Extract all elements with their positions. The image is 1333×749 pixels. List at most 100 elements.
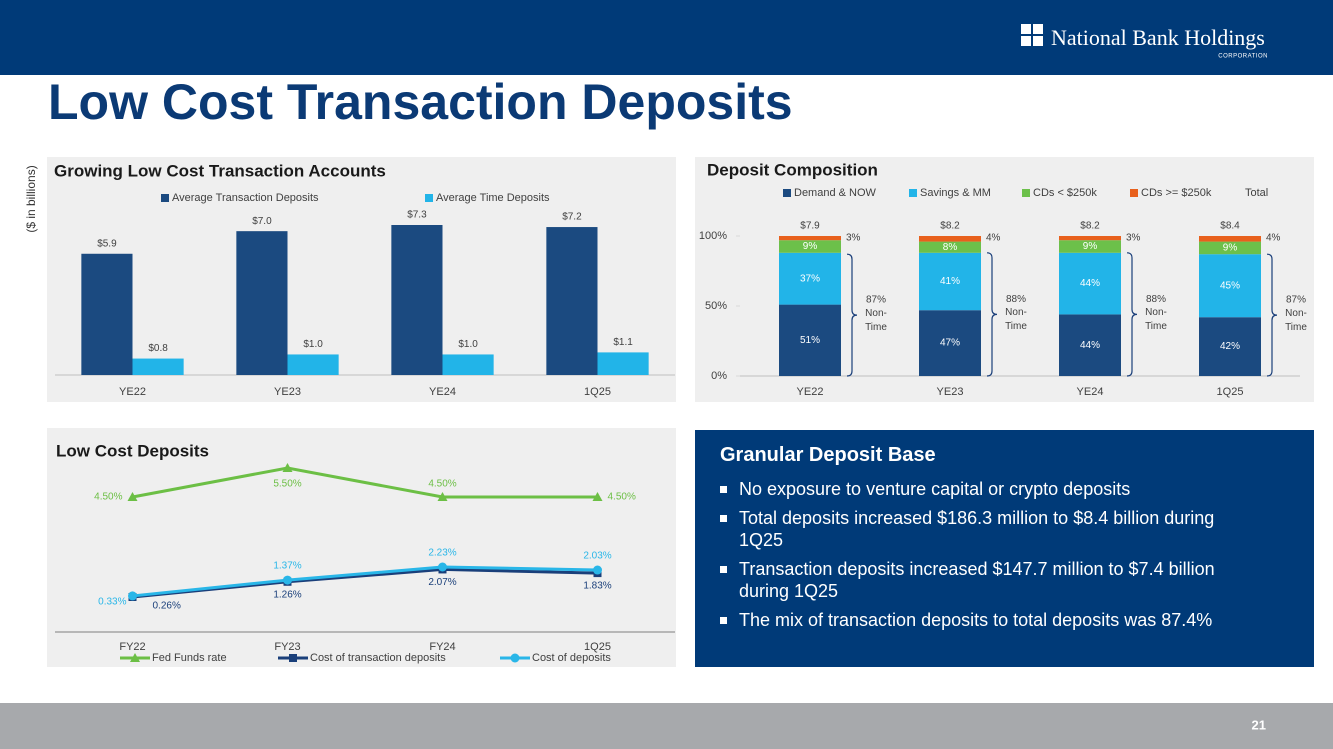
data-label: 44% (1080, 278, 1100, 289)
data-label: 4.50% (608, 492, 636, 503)
logo-text: National Bank Holdings (1051, 25, 1265, 50)
bar (442, 354, 494, 375)
marker (283, 575, 292, 585)
data-label: $1.1 (613, 337, 633, 348)
data-label: 44% (1080, 340, 1100, 351)
bar-segment (1199, 241, 1261, 255)
data-label: 41% (940, 276, 960, 287)
legend-label: Demand & NOW (794, 187, 877, 199)
data-label: 8% (943, 242, 958, 253)
data-label: 4% (1266, 233, 1281, 244)
data-label: 5.50% (273, 479, 301, 490)
bar-segment (779, 252, 841, 305)
marker (128, 591, 137, 601)
legend-label: CDs < $250k (1033, 187, 1097, 199)
x-tick-label: YE24 (429, 386, 456, 398)
chart-title: Low Cost Deposits (56, 441, 209, 460)
x-tick-label: YE23 (274, 386, 301, 398)
data-label: 4.50% (94, 492, 122, 503)
bullet: Total deposits increased $186.3 million … (720, 507, 1259, 551)
annotation-label: Non-Time (1145, 307, 1167, 333)
data-label: 51% (800, 335, 820, 346)
page-number: 21 (1252, 717, 1266, 732)
bar-segment (919, 241, 981, 253)
data-label: 45% (1220, 280, 1240, 291)
logo-subtext: CORPORATION (1218, 54, 1268, 60)
series-line (132, 466, 598, 499)
bar-segment (1059, 240, 1121, 253)
marker (438, 562, 447, 572)
annotation-label: Non-Time (1005, 307, 1027, 333)
data-label: $0.8 (148, 343, 168, 354)
legend-swatch (1130, 189, 1138, 197)
bar (391, 225, 443, 375)
brace (986, 252, 998, 377)
legend-swatch (1022, 189, 1030, 197)
annotation-value: 87% (1286, 295, 1306, 306)
bar-segment (779, 304, 841, 376)
data-label: $7.0 (252, 216, 272, 227)
data-label: 3% (1126, 233, 1141, 244)
data-label: 0.33% (98, 597, 126, 608)
x-tick-label: FY24 (429, 641, 455, 653)
data-label: 4.50% (428, 479, 456, 490)
marker (592, 492, 603, 501)
bullet: No exposure to venture capital or crypto… (720, 478, 1259, 500)
data-label: 2.03% (583, 551, 611, 562)
marker (437, 492, 448, 501)
marker (593, 565, 602, 575)
chart-title: Growing Low Cost Transaction Accounts (54, 161, 386, 180)
annotation-value: 88% (1006, 294, 1026, 305)
legend-label: Average Time Deposits (436, 192, 550, 204)
total-label: $8.2 (940, 221, 960, 232)
data-label: 9% (1083, 241, 1098, 252)
legend-label: Cost of deposits (532, 652, 611, 664)
legend-swatch (161, 194, 169, 202)
bar-segment (919, 236, 981, 242)
annotation-label: Non-Time (1285, 308, 1307, 334)
x-tick-label: YE24 (1077, 386, 1104, 398)
legend-label: Total (1245, 187, 1268, 199)
annotation-value: 88% (1146, 294, 1166, 305)
marker (289, 654, 297, 662)
bar-segment (1199, 254, 1261, 318)
y-tick-label: 100% (699, 230, 727, 242)
y-tick-label: 50% (705, 300, 727, 312)
annotation-label: Non-Time (865, 308, 887, 334)
bullet-list: No exposure to venture capital or crypto… (720, 478, 1290, 631)
annotation-box: Non-Time (1145, 307, 1167, 333)
bar-segment (919, 252, 981, 311)
bar (132, 358, 184, 375)
bar (81, 253, 133, 375)
data-label: 3% (846, 233, 861, 244)
marker (127, 492, 138, 501)
legend-label: CDs >= $250k (1141, 187, 1212, 199)
brace (1126, 252, 1138, 377)
data-label: 1.83% (583, 581, 611, 592)
bar-segment (779, 240, 841, 253)
data-label: $7.3 (407, 210, 427, 221)
x-tick-label: 1Q25 (1217, 386, 1244, 398)
bar-segment (1199, 236, 1261, 242)
data-label: 4% (986, 233, 1001, 244)
data-label: $1.0 (303, 339, 323, 350)
x-tick-label: YE23 (937, 386, 964, 398)
brace (846, 253, 858, 377)
panel-title: Granular Deposit Base (720, 444, 936, 466)
series-line (132, 565, 598, 598)
bar-segment (919, 310, 981, 376)
bar (597, 352, 649, 375)
data-label: 9% (803, 241, 818, 252)
total-label: $8.2 (1080, 221, 1100, 232)
data-label: 37% (800, 273, 820, 284)
data-label: 0.26% (153, 601, 181, 612)
bar (287, 354, 339, 375)
brace (1266, 253, 1278, 377)
bar-segment (1199, 317, 1261, 376)
x-tick-label: 1Q25 (584, 386, 611, 398)
bar-segment (779, 236, 841, 241)
data-label: $1.0 (458, 339, 478, 350)
bullet: The mix of transaction deposits to total… (720, 609, 1259, 631)
